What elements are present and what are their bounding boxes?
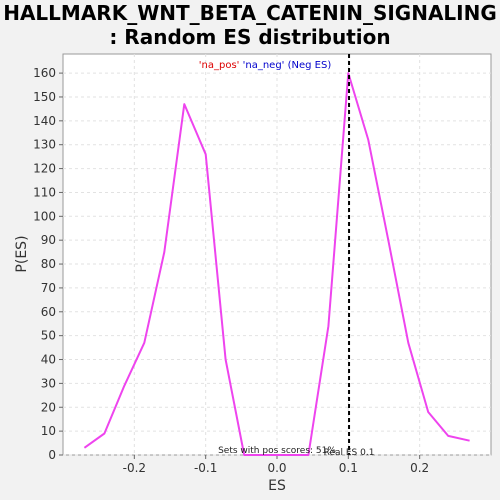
y-tick-label: 50 xyxy=(41,329,56,343)
x-tick-label: 0.1 xyxy=(339,461,358,475)
chart-title-line-1: HALLMARK_WNT_BETA_CATENIN_SIGNALING xyxy=(3,1,497,25)
y-tick-label: 0 xyxy=(48,448,56,462)
legend-entry-neg: 'na_neg' (Neg ES) xyxy=(243,60,332,71)
y-tick-label: 140 xyxy=(33,114,56,128)
y-tick-label: 120 xyxy=(33,162,56,176)
series-group xyxy=(83,72,470,456)
real-es-label: Real ES 0.1 xyxy=(324,448,375,458)
y-axis-ticks: 0 10 20 30 40 50 60 70 80 90 100 110 120 130 140 150 160 xyxy=(33,66,63,462)
y-tick-label: 110 xyxy=(33,185,56,199)
y-tick-label: 10 xyxy=(41,424,56,438)
y-tick-label: 150 xyxy=(33,90,56,104)
x-axis-label: ES xyxy=(268,478,286,494)
legend-entry-pos: 'na_pos' xyxy=(199,60,240,71)
y-axis-label: P(ES) xyxy=(14,235,30,272)
y-tick-label: 60 xyxy=(41,305,56,319)
x-tick-label: -0.2 xyxy=(123,461,146,475)
pos-scores-annotation: Sets with pos scores: 51% xyxy=(218,446,336,456)
y-tick-label: 100 xyxy=(33,209,56,223)
x-tick-label: 0.0 xyxy=(267,461,286,475)
y-tick-label: 70 xyxy=(41,281,56,295)
y-tick-label: 40 xyxy=(41,353,56,367)
y-tick-label: 90 xyxy=(41,233,56,247)
x-tick-label: -0.1 xyxy=(194,461,217,475)
x-tick-label: 0.2 xyxy=(410,461,429,475)
chart-title-line-2: : Random ES distribution xyxy=(109,25,390,49)
y-tick-label: 130 xyxy=(33,138,56,152)
legend: 'na_pos' 'na_neg' (Neg ES) xyxy=(199,60,332,71)
y-tick-label: 30 xyxy=(41,376,56,390)
y-tick-label: 160 xyxy=(33,66,56,80)
x-axis-ticks: -0.2 -0.1 0.0 0.1 0.2 xyxy=(123,455,429,475)
y-tick-label: 20 xyxy=(41,400,56,414)
series-line-0 xyxy=(83,72,470,456)
y-tick-label: 80 xyxy=(41,257,56,271)
